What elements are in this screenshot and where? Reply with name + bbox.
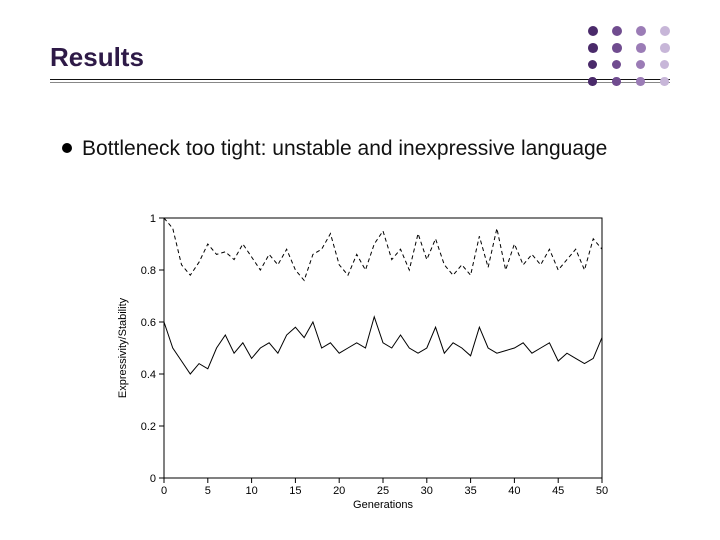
decor-dot	[636, 60, 645, 69]
header: Results	[50, 42, 670, 83]
decor-dot	[636, 43, 646, 53]
decor-dot	[636, 77, 645, 86]
svg-text:15: 15	[289, 485, 301, 497]
decor-dot	[660, 43, 670, 53]
decor-dot	[588, 77, 597, 86]
svg-text:40: 40	[508, 485, 520, 497]
decor-dot	[612, 26, 622, 36]
bullet-item: Bottleneck too tight: unstable and inexp…	[62, 135, 620, 163]
svg-text:20: 20	[333, 485, 345, 497]
chart-svg: 0 5 10 15 20 25 30 35 40 45 50 0 0.2 0.4 0.6 0.8 1 Genera…	[110, 210, 610, 510]
svg-text:10: 10	[245, 485, 257, 497]
svg-text:0: 0	[161, 485, 167, 497]
svg-text:0.4: 0.4	[141, 369, 156, 381]
title-rule-heavy	[50, 79, 670, 80]
svg-text:1: 1	[150, 213, 156, 225]
svg-text:45: 45	[552, 485, 564, 497]
bullet-list: Bottleneck too tight: unstable and inexp…	[62, 135, 620, 163]
svg-text:50: 50	[596, 485, 608, 497]
svg-text:0.2: 0.2	[141, 421, 156, 433]
bullet-icon	[62, 143, 72, 153]
svg-text:0.6: 0.6	[141, 317, 156, 329]
decorative-dot-grid	[588, 26, 684, 98]
decor-dot	[612, 43, 622, 53]
svg-text:0.8: 0.8	[141, 265, 156, 277]
svg-text:Expressivity/Stability: Expressivity/Stability	[117, 297, 129, 398]
svg-text:Generations: Generations	[353, 499, 413, 510]
svg-text:0: 0	[150, 473, 156, 485]
decor-dot	[660, 60, 669, 69]
decor-dot	[612, 77, 621, 86]
decor-dot	[660, 77, 669, 86]
svg-text:5: 5	[205, 485, 211, 497]
line-chart: 0 5 10 15 20 25 30 35 40 45 50 0 0.2 0.4 0.6 0.8 1 Genera…	[110, 210, 610, 510]
decor-dot	[612, 60, 621, 69]
svg-text:25: 25	[377, 485, 389, 497]
decor-dot	[636, 26, 646, 36]
decor-dot	[660, 26, 670, 36]
bullet-text: Bottleneck too tight: unstable and inexp…	[82, 135, 607, 163]
decor-dot	[588, 60, 597, 69]
svg-text:30: 30	[421, 485, 433, 497]
page-title: Results	[50, 42, 670, 73]
decor-dot	[588, 43, 598, 53]
decor-dot	[588, 26, 598, 36]
title-rule-light	[50, 82, 670, 83]
svg-text:35: 35	[464, 485, 476, 497]
